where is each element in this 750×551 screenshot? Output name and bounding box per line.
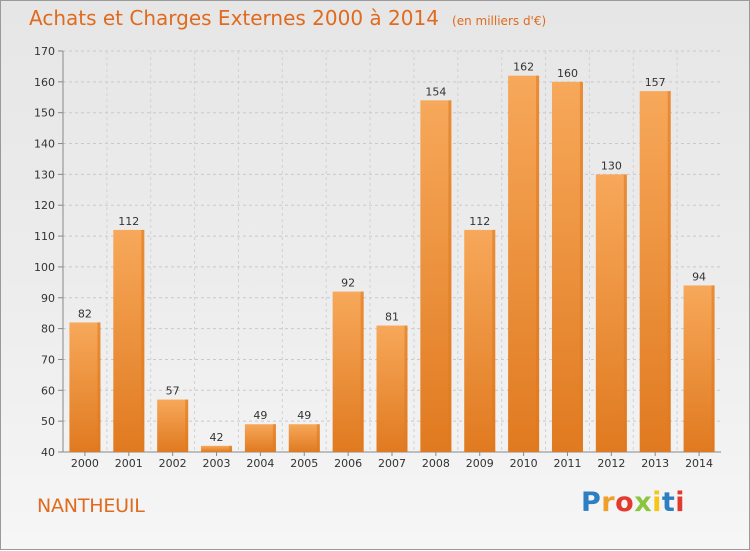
data-label: 157 (645, 76, 666, 89)
x-tick-label: 2007 (378, 457, 406, 470)
bar-shade (229, 445, 233, 452)
chart-title: Achats et Charges Externes 2000 à 2014 (29, 6, 439, 30)
bar (595, 174, 627, 452)
logo-letter: P (581, 487, 602, 518)
y-tick-label: 160 (34, 76, 55, 89)
bar (464, 229, 496, 452)
x-tick-labels: 2000 2001 2002 2003 2004 2005 2006 2007 2008 2009… (71, 457, 713, 470)
bar (639, 91, 671, 452)
y-tick-label: 170 (34, 45, 55, 58)
x-tick-label: 2004 (246, 457, 274, 470)
bar (244, 424, 276, 452)
x-tick-label: 2003 (203, 457, 231, 470)
data-label: 94 (692, 270, 706, 283)
x-tick-label: 2005 (290, 457, 318, 470)
logo-letter: i (675, 487, 686, 518)
data-label: 49 (297, 409, 311, 422)
data-label: 112 (118, 215, 139, 228)
logo-letter: x (634, 487, 653, 518)
x-tick-label: 2014 (685, 457, 713, 470)
bar-shade (360, 291, 364, 452)
x-tick-label: 2011 (553, 457, 581, 470)
bar-shade (141, 229, 145, 452)
x-tick-label: 2002 (159, 457, 187, 470)
bar-shade (185, 399, 189, 452)
bar (201, 445, 233, 452)
proxiti-logo[interactable]: Proxiti (581, 487, 685, 518)
bar-shade (316, 424, 320, 452)
bar (288, 424, 320, 452)
bar-shade (536, 75, 540, 452)
data-label: 154 (425, 85, 446, 98)
data-label: 130 (601, 159, 622, 172)
logo-letter: o (615, 487, 635, 518)
y-tick-label: 50 (41, 415, 55, 428)
chart-subtitle: (en milliers d'€) (452, 14, 547, 28)
y-tick-label: 120 (34, 199, 55, 212)
logo-letter: t (661, 487, 676, 518)
bar (332, 291, 364, 452)
x-tick-label: 2010 (510, 457, 538, 470)
bar (508, 75, 540, 452)
x-tick-label: 2009 (466, 457, 494, 470)
y-tick-label: 150 (34, 107, 55, 120)
bar-shade (623, 174, 627, 452)
y-tick-label: 90 (41, 292, 55, 305)
bar-shade (272, 424, 276, 452)
data-label: 160 (557, 67, 578, 80)
bar (376, 325, 408, 452)
logo-letter: r (601, 487, 616, 518)
logo-letter: i (652, 487, 662, 518)
y-tick-label: 140 (34, 138, 55, 151)
y-tick-labels: 40 50 60 70 80 90 100 110 120 130 140 150 160 170 (34, 45, 55, 459)
x-tick-label: 2001 (115, 457, 143, 470)
data-label: 92 (341, 277, 355, 290)
bar (551, 81, 583, 452)
bar (420, 100, 452, 452)
y-tick-label: 70 (41, 353, 55, 366)
bar-shade (448, 100, 452, 452)
bar-shade (492, 229, 496, 452)
x-tick-label: 2006 (334, 457, 362, 470)
x-tick-label: 2013 (641, 457, 669, 470)
x-tick-label: 2008 (422, 457, 450, 470)
bar (157, 399, 189, 452)
data-label: 112 (469, 215, 490, 228)
title-row: Achats et Charges Externes 2000 à 2014 (… (29, 6, 546, 30)
y-tick-label: 130 (34, 168, 55, 181)
bar-shade (579, 81, 583, 452)
data-label: 57 (166, 385, 180, 398)
x-tick-label: 2012 (597, 457, 625, 470)
bar-shade (97, 322, 101, 452)
bar (683, 285, 715, 452)
y-tick-label: 110 (34, 230, 55, 243)
bar-shade (404, 325, 408, 452)
commune-name: NANTHEUIL (37, 495, 145, 517)
y-tick-label: 100 (34, 261, 55, 274)
bar (113, 229, 145, 452)
bar-shade (711, 285, 715, 452)
data-label: 162 (513, 61, 534, 74)
data-label: 42 (210, 431, 224, 444)
x-tick-label: 2000 (71, 457, 99, 470)
bar-shade (667, 91, 671, 452)
bar (69, 322, 101, 452)
data-label: 82 (78, 307, 92, 320)
data-label: 49 (253, 409, 267, 422)
y-tick-label: 40 (41, 446, 55, 459)
y-tick-label: 60 (41, 384, 55, 397)
bars (69, 75, 715, 452)
data-labels: 82 112 57 42 49 49 92 81 154 112 162 160 130 157 94 (78, 61, 706, 444)
y-tick-label: 80 (41, 323, 55, 336)
data-label: 81 (385, 311, 399, 324)
